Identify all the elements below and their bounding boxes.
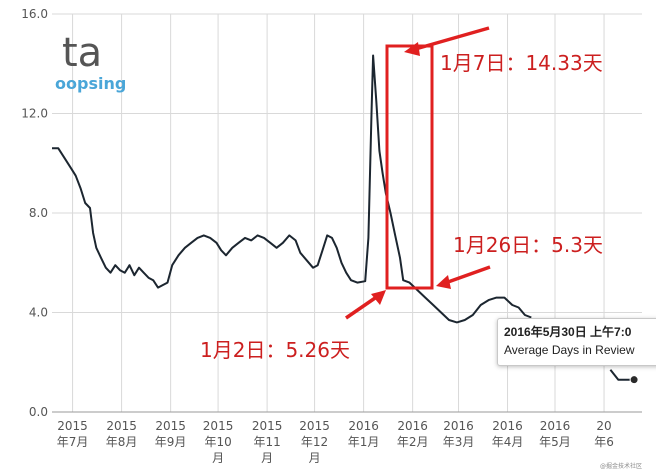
y-tick-label: 16.0 [21, 7, 48, 21]
series [52, 54, 639, 385]
chart-tooltip: 2016年5月30日 上午7:0 Average Days in Review [497, 318, 656, 366]
arrowhead-start [371, 290, 386, 305]
corner-watermark: @掘金技术社区 [600, 462, 642, 470]
y-tick-label: 12.0 [21, 107, 48, 121]
x-tick-label: 2016 年1月 [348, 419, 380, 449]
series-line-0 [52, 54, 532, 324]
arrow-start [345, 294, 379, 320]
watermark-logo: ta oopsing [55, 30, 126, 93]
annotations: 1月7日：14.33天 1月26日：5.3天 1月2日：5.26天 [200, 26, 603, 362]
x-tick-label: 2015 年7月 [57, 419, 89, 449]
x-tick-label: 2016 年3月 [443, 419, 475, 449]
x-tick-label: 2015 年9月 [155, 419, 187, 449]
annotation-end: 1月26日：5.3天 [453, 233, 603, 257]
tooltip-series-label: Average Days in Review [504, 343, 635, 357]
watermark-logo-glyph: ta [62, 30, 102, 76]
y-tick-label: 8.0 [29, 206, 48, 220]
arrowhead-end [436, 275, 451, 289]
x-tick-label: 2016 年5月 [539, 419, 571, 449]
y-tick-label: 4.0 [29, 306, 48, 320]
x-tick-label: 20 年6 [594, 419, 614, 449]
tooltip-date: 2016年5月30日 上午7:0 [504, 325, 632, 339]
highlight-box [385, 44, 434, 290]
y-tick-label: 0.0 [29, 405, 48, 419]
arrow-peak [411, 26, 490, 52]
x-tick-label: 2015 年11 月 [252, 419, 283, 465]
x-tick-label: 2015 年10 月 [203, 419, 234, 465]
axes: 0.0 4.0 8.0 12.0 16.0 2015 年7月 2015 年8月 2015 年9月 20… [21, 7, 642, 465]
arrowhead-peak [404, 42, 420, 56]
grid [52, 13, 642, 412]
x-tick-label: 2016 年2月 [397, 419, 429, 449]
hover-point-marker[interactable] [629, 375, 639, 385]
x-tick-label: 2015 年12 月 [299, 419, 330, 465]
watermark-name: oopsing [55, 74, 126, 93]
x-tick-label: 2016 年4月 [492, 419, 524, 449]
annotation-peak: 1月7日：14.33天 [440, 51, 603, 75]
x-tick-label: 2015 年8月 [106, 419, 138, 449]
annotation-start: 1月2日：5.26天 [200, 338, 350, 362]
arrow-end [447, 265, 491, 284]
